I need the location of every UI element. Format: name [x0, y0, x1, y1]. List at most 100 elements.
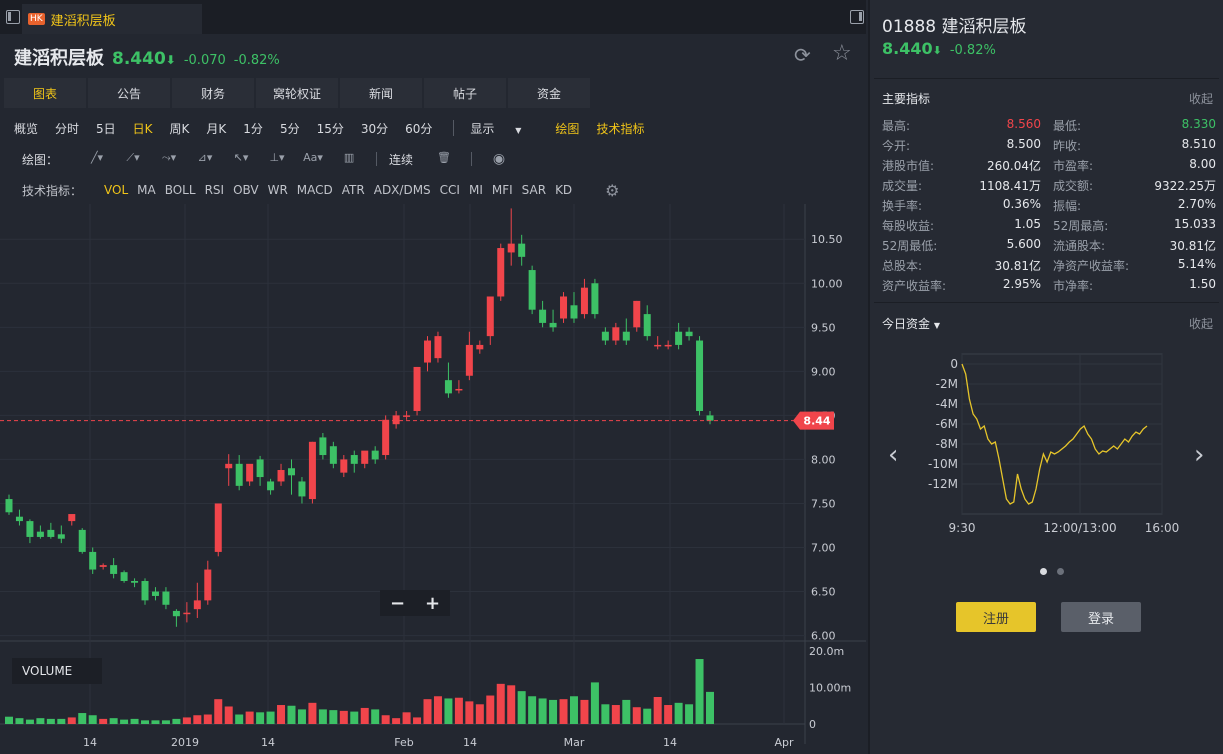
toggle-left-panel-icon[interactable]: [6, 10, 20, 24]
candle: [89, 547, 97, 574]
volume-bar: [266, 711, 275, 724]
candle-body: [350, 455, 358, 464]
period-overview[interactable]: 概览: [14, 121, 39, 136]
candle: [476, 340, 484, 354]
funds-x-tick: 12:00/13:00: [1043, 521, 1116, 535]
volume-bar: [5, 716, 13, 724]
channel-tool-icon[interactable]: ⟋▾: [126, 151, 140, 164]
volume-bar: [308, 702, 317, 724]
volume-bar: [601, 704, 610, 724]
register-button[interactable]: 注册: [956, 602, 1036, 632]
prev-chart-chevron-icon[interactable]: ‹: [888, 440, 899, 470]
measure-tool-icon[interactable]: ⊥▾: [269, 151, 285, 164]
draw-label: 绘图：: [22, 152, 59, 167]
funds-y-tick: -10M: [928, 457, 958, 471]
funds-heading[interactable]: 今日资金 ▼: [882, 317, 940, 331]
ind-ma[interactable]: MA: [137, 183, 156, 197]
tab-capital[interactable]: 资金: [508, 78, 590, 108]
zoom-out-button[interactable]: −: [389, 592, 406, 614]
tab-chart[interactable]: 图表: [4, 78, 86, 108]
volume-bar: [78, 713, 87, 724]
ind-obv[interactable]: OBV: [233, 183, 259, 197]
candle-body: [413, 366, 421, 411]
settings-gear-icon[interactable]: ⚙: [605, 180, 620, 200]
tab-financials[interactable]: 财务: [172, 78, 254, 108]
candle-body: [256, 459, 264, 478]
volume-bar: [549, 699, 558, 724]
stock-tab[interactable]: HK 建滔积层板: [22, 4, 202, 34]
tab-posts[interactable]: 帖子: [424, 78, 506, 108]
candle: [612, 322, 620, 345]
volume-bar: [350, 711, 359, 724]
ind-mi[interactable]: MI: [468, 183, 483, 197]
refresh-icon[interactable]: ⟳: [794, 43, 811, 67]
candlestick-chart[interactable]: 10.5010.009.509.008.508.007.507.006.506.…: [0, 204, 866, 754]
login-button[interactable]: 登录: [1061, 602, 1141, 632]
period-monthly[interactable]: 月K: [206, 121, 227, 136]
volume-bar: [256, 712, 265, 724]
ind-rsi[interactable]: RSI: [204, 183, 225, 197]
stat-value: 5.14%: [1177, 256, 1216, 271]
line-tool-icon[interactable]: ╱▾: [90, 151, 104, 164]
sidebar-change-pct: -0.82%: [949, 43, 996, 58]
volume-bar: [277, 705, 286, 724]
text-tool-icon[interactable]: Aa▾: [303, 151, 323, 164]
candle-body: [434, 336, 442, 359]
period-1min[interactable]: 1分: [243, 121, 263, 136]
period-5min[interactable]: 5分: [279, 121, 300, 136]
draw-link[interactable]: 绘图: [555, 121, 580, 136]
candle: [26, 519, 34, 544]
favorite-star-icon[interactable]: ☆: [832, 41, 852, 66]
candle: [486, 296, 494, 345]
candle-body: [162, 591, 170, 605]
period-5day[interactable]: 5日: [96, 121, 116, 136]
toggle-right-panel-icon[interactable]: [850, 10, 864, 24]
candle-body: [361, 450, 369, 464]
ind-macd[interactable]: MACD: [296, 183, 333, 197]
display-menu[interactable]: 显示 ▼: [470, 121, 522, 136]
period-15min[interactable]: 15分: [316, 121, 344, 136]
zoom-in-button[interactable]: +: [424, 592, 441, 614]
next-chart-chevron-icon[interactable]: ›: [1194, 440, 1205, 470]
time-tick-label: Mar: [564, 736, 585, 749]
collapse-funds-button[interactable]: 收起: [1188, 317, 1213, 331]
ind-adx[interactable]: ADX/DMS: [373, 183, 431, 197]
ind-wr[interactable]: WR: [267, 183, 288, 197]
period-60min[interactable]: 60分: [405, 121, 433, 136]
stat-value: 8.500: [1006, 136, 1041, 151]
pager-dot[interactable]: [1057, 568, 1064, 575]
wave-tool-icon[interactable]: ⤳▾: [161, 151, 177, 164]
indicator-link[interactable]: 技术指标: [596, 121, 645, 136]
period-daily[interactable]: 日K: [132, 121, 153, 136]
ind-mfi[interactable]: MFI: [491, 183, 513, 197]
ind-boll[interactable]: BOLL: [164, 183, 196, 197]
tab-news[interactable]: 新闻: [340, 78, 422, 108]
fib-tool-icon[interactable]: ⊿▾: [197, 151, 213, 164]
stat-label: 每股收益:: [882, 218, 935, 233]
continuous-toggle[interactable]: 连续: [389, 152, 414, 167]
period-weekly[interactable]: 周K: [169, 121, 190, 136]
candle: [465, 331, 473, 381]
indicator-bar: 技术指标： VOL MA BOLL RSI OBV WR MACD ATR AD…: [22, 180, 629, 200]
candle-body: [36, 531, 44, 537]
ind-sar[interactable]: SAR: [521, 183, 547, 197]
ind-vol[interactable]: VOL: [104, 183, 129, 197]
tab-announcements[interactable]: 公告: [88, 78, 170, 108]
trash-icon[interactable]: 🗑: [437, 151, 452, 164]
ind-atr[interactable]: ATR: [341, 183, 365, 197]
period-intraday[interactable]: 分时: [55, 121, 80, 136]
pager-dot-active[interactable]: [1040, 568, 1047, 575]
eye-icon[interactable]: ◉: [492, 151, 506, 167]
arrow-tool-icon[interactable]: ↖▾: [233, 151, 249, 164]
collapse-indicators-button[interactable]: 收起: [1188, 92, 1213, 106]
time-tick-label: 2019: [171, 736, 199, 749]
ind-kd[interactable]: KD: [555, 183, 573, 197]
tab-warrants[interactable]: 窝轮权证: [256, 78, 338, 108]
period-30min[interactable]: 30分: [360, 121, 389, 136]
candle-body: [26, 521, 34, 537]
candle-body: [183, 612, 191, 615]
stat-label: 振幅:: [1053, 198, 1082, 213]
candle-body: [172, 610, 180, 617]
bar-tool-icon[interactable]: ▥: [343, 151, 355, 164]
ind-cci[interactable]: CCI: [439, 183, 460, 197]
